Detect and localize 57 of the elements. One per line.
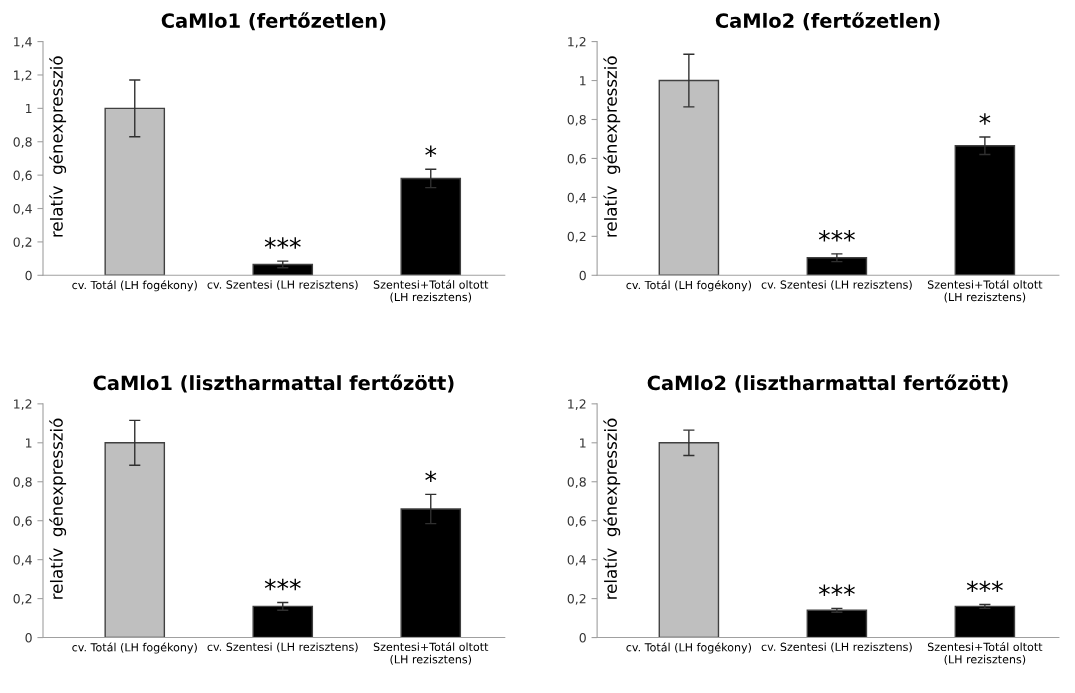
x-tick-label: cv. Totál (LH fogékony) (626, 280, 751, 292)
y-tick-label: 0,8 (567, 477, 586, 488)
y-tick-label: 1,2 (14, 70, 32, 82)
x-tick-label: cv. Szentesi (LH rezisztens) (761, 280, 912, 291)
annotation: *** (966, 580, 1003, 593)
y-tick-label: 1,4 (14, 37, 32, 48)
y-axis-title: relatív génexpresszió (49, 56, 67, 237)
x-tick-label: Szentesi+Totál oltott (LH rezisztens) (373, 641, 489, 665)
y-tick-label: 0,8 (13, 477, 32, 488)
y-tick-label: 0 (25, 633, 32, 643)
y-axis-title: relatív génexpresszió (49, 418, 67, 599)
x-tick-label: cv. Szentesi (LH rezisztens) (761, 642, 912, 653)
annotation: * (425, 145, 437, 157)
y-tick-label: 0,2 (13, 237, 32, 249)
y-tick-label: 0,4 (567, 555, 586, 566)
y-tick-label: 0,2 (567, 231, 586, 243)
y-tick-label: 0,6 (567, 516, 586, 527)
chart-title: CaMlo2 (lisztharmattal fertőzött) (647, 374, 1008, 393)
y-tick-label: 0,4 (567, 192, 586, 204)
y-tick-label: 0,4 (13, 203, 32, 215)
chart-title: CaMlo1 (lisztharmattal fertőzött) (93, 374, 454, 393)
x-tick-label: Szentesi+Totál oltott (LH rezisztens) (927, 641, 1043, 665)
y-tick-label: 1,2 (14, 399, 32, 411)
chart-title: CaMlo2 (fertőzetlen) (715, 12, 940, 31)
annotation: * (425, 470, 437, 483)
y-tick-label: 0,2 (567, 594, 586, 605)
y-tick-label: 1 (26, 103, 32, 114)
annotation: *** (264, 237, 301, 249)
chart-title: CaMlo1 (fertőzetlen) (161, 12, 386, 31)
x-tick-label: Szentesi+Totál oltott (LH rezisztens) (927, 279, 1043, 303)
annotation: *** (818, 584, 855, 596)
annotation: *** (264, 578, 301, 591)
x-tick-label: cv. Totál (LH fogékony) (626, 642, 751, 654)
y-tick-label: 1 (26, 438, 32, 448)
annotation: * (979, 113, 991, 125)
y-tick-label: 0 (579, 270, 586, 281)
y-tick-label: 0 (25, 270, 32, 281)
y-tick-label: 1 (580, 438, 586, 448)
y-tick-label: 1,2 (568, 399, 586, 411)
y-tick-label: 0 (579, 633, 586, 643)
y-axis-title: relatív génexpresszió (603, 418, 621, 599)
y-tick-label: 1 (580, 76, 586, 86)
x-tick-label: cv. Szentesi (LH rezisztens) (207, 642, 358, 653)
y-tick-label: 0,6 (567, 153, 586, 165)
annotation: *** (818, 230, 855, 242)
y-tick-label: 1,2 (568, 37, 586, 48)
x-tick-label: cv. Totál (LH fogékony) (72, 280, 197, 292)
y-tick-label: 0,2 (13, 594, 32, 605)
x-tick-label: Szentesi+Totál oltott (LH rezisztens) (373, 279, 489, 303)
x-tick-label: cv. Totál (LH fogékony) (72, 642, 197, 654)
y-tick-label: 0,8 (13, 137, 32, 148)
x-tick-label: cv. Szentesi (LH rezisztens) (207, 280, 358, 291)
y-tick-label: 0,8 (567, 114, 586, 126)
y-tick-label: 0,6 (13, 516, 32, 527)
y-tick-label: 0,6 (13, 170, 32, 182)
y-axis-title: relatív génexpresszió (603, 56, 621, 237)
y-tick-label: 0,4 (13, 555, 32, 566)
